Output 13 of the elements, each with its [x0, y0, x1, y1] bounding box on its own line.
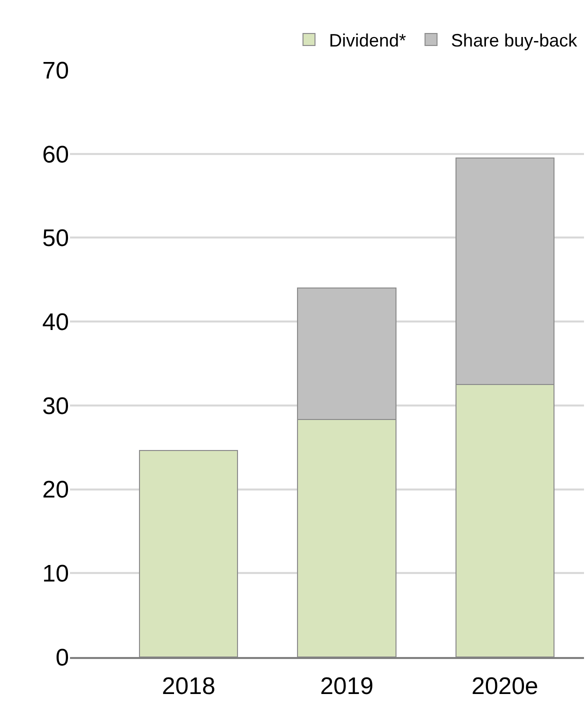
y-tick-label: 50 — [42, 225, 69, 252]
legend-label: Share buy-back — [451, 30, 578, 50]
x-tick-label: 2020e — [472, 672, 538, 700]
y-tick-label: 20 — [42, 476, 69, 504]
y-tick-label: 0 — [56, 644, 69, 672]
y-tick-label: 30 — [42, 392, 69, 420]
y-tick-label: 70 — [42, 57, 69, 84]
legend-label: Dividend* — [329, 30, 406, 50]
y-tick-label: 60 — [42, 141, 69, 168]
x-tick-label: 2019 — [320, 672, 374, 700]
y-tick-label: 40 — [42, 308, 69, 336]
x-tick-label: 2018 — [162, 672, 216, 700]
y-tick-label: 10 — [42, 560, 69, 588]
